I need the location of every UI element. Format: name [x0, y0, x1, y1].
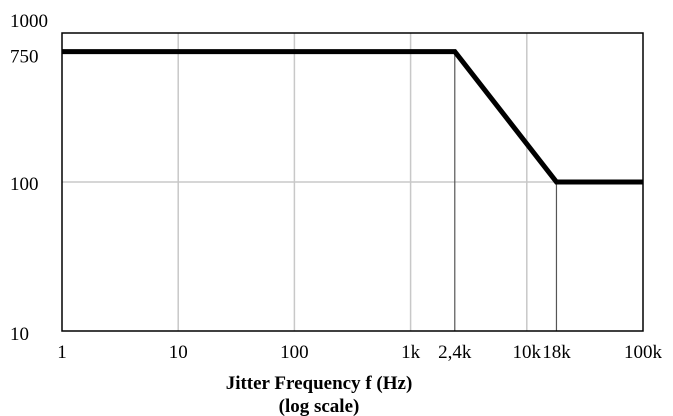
- x-axis: 1 10 100 1k 2,4k 10k 18k 100k: [57, 342, 662, 363]
- y-axis: 10 100 750 1000: [10, 11, 48, 345]
- y-tick-label: 10: [10, 324, 29, 345]
- x-tick-label: 1: [57, 342, 67, 363]
- x-tick-label: 10k: [513, 342, 542, 363]
- x-axis-title-note: (log scale): [279, 396, 360, 416]
- x-axis-title: Jitter Frequency f (Hz): [226, 373, 413, 394]
- series: [61, 49, 644, 185]
- y-tick-label: 100: [10, 174, 39, 195]
- x-tick-label: 10: [169, 342, 188, 363]
- grid: [62, 33, 643, 331]
- x-tick-label: 100: [280, 342, 309, 363]
- x-tick-label: 2,4k: [438, 342, 472, 363]
- x-tick-label: 18k: [542, 342, 571, 363]
- x-tick-label: 100k: [624, 342, 663, 363]
- series-line: [62, 49, 643, 185]
- y-tick-label: 1000: [10, 11, 48, 32]
- y-tick-label: 750: [10, 47, 39, 68]
- x-tick-label: 1k: [401, 342, 421, 363]
